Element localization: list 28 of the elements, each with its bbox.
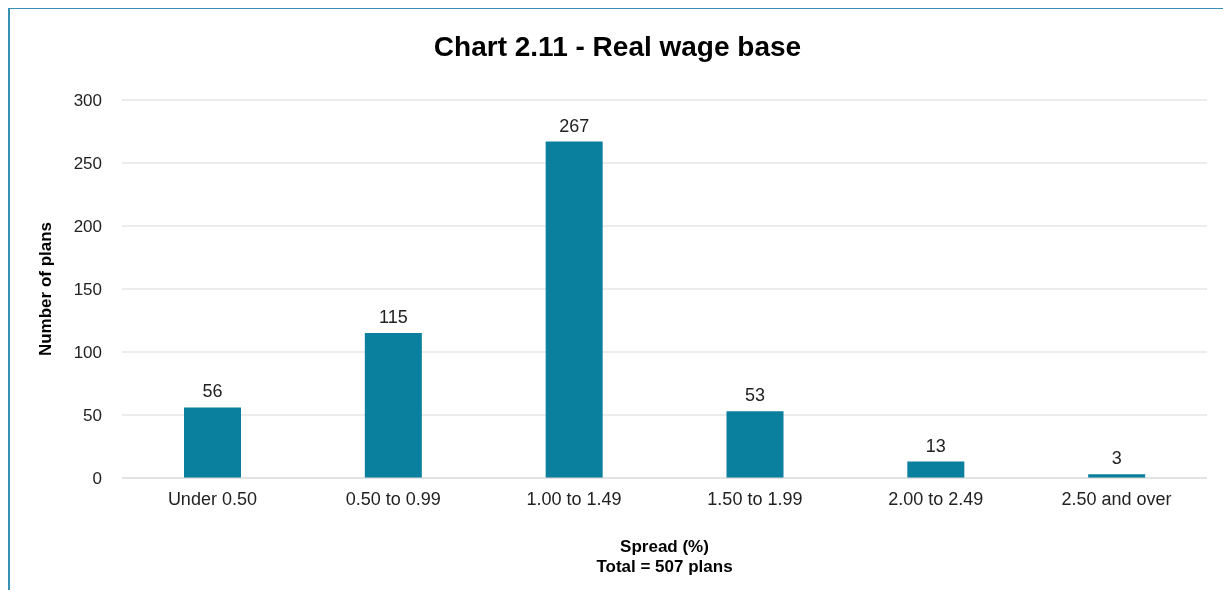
y-tick-label: 150	[73, 280, 102, 300]
y-tick-label: 0	[92, 469, 102, 489]
bar	[726, 411, 784, 478]
x-tick-label: 1.00 to 1.49	[526, 488, 622, 509]
chart-title: Chart 2.11 - Real wage base	[432, 31, 803, 63]
x-axis-title: Spread (%)	[619, 537, 710, 557]
y-axis-title: Number of plans	[36, 221, 56, 357]
x-tick-label: 0.50 to 0.99	[345, 488, 441, 509]
x-tick-label: 2.50 and over	[1061, 488, 1172, 509]
text: Total = 507 plans	[595, 557, 734, 577]
data-label: 267	[559, 115, 590, 136]
data-label: 53	[744, 385, 766, 406]
bar	[184, 407, 241, 478]
data-label: 56	[202, 381, 223, 402]
data-label: 3	[1111, 448, 1122, 469]
x-tick-label: Under 0.50	[167, 488, 257, 509]
x-tick-label: 1.50 to 1.99	[707, 488, 803, 509]
y-tick-label: 300	[73, 91, 102, 111]
y-tick-label: 50	[83, 406, 102, 426]
bar	[545, 141, 603, 478]
y-tick-label: 100	[73, 343, 102, 363]
bar	[364, 333, 422, 478]
data-label: 13	[925, 435, 946, 456]
data-label: 115	[378, 307, 408, 328]
x-tick-label: 2.00 to 2.49	[888, 488, 984, 509]
y-tick-label: 250	[73, 154, 102, 174]
bar	[907, 461, 965, 478]
y-tick-label: 200	[73, 217, 102, 237]
